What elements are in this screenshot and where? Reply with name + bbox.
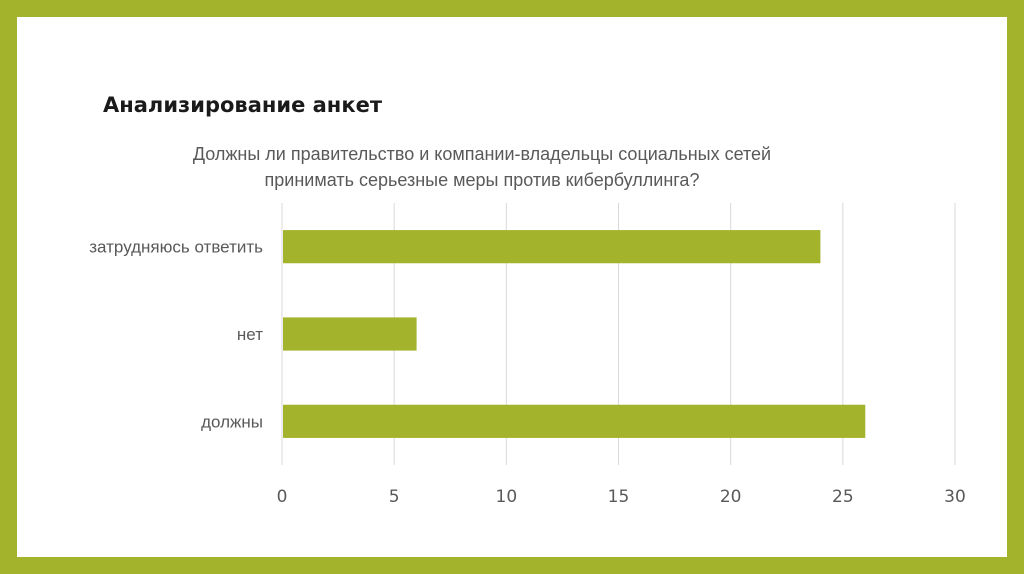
slide-heading: Анализирование анкет <box>103 93 382 117</box>
category-label-0: затрудняюсь ответить <box>89 238 263 257</box>
bar-chart: затрудняюсь ответить нет должны 0 5 10 15 20 25 3… <box>89 203 966 507</box>
category-label-2: должны <box>201 412 263 431</box>
bar-1 <box>283 317 417 351</box>
chart-title-line-2: принимать серьезные меры против кибербул… <box>264 170 700 190</box>
chart-title: Должны ли правительство и компании-владе… <box>137 141 827 193</box>
x-tick-label-4: 20 <box>720 487 742 507</box>
bar-0 <box>283 230 821 264</box>
x-tick-label-6: 30 <box>944 487 966 507</box>
x-tick-label-0: 0 <box>277 487 288 507</box>
x-tick-label-5: 25 <box>832 487 854 507</box>
category-label-1: нет <box>237 325 263 344</box>
x-tick-label-3: 15 <box>608 487 630 507</box>
x-tick-label-2: 10 <box>496 487 518 507</box>
x-tick-label-1: 5 <box>389 487 400 507</box>
slide-canvas: Анализирование анкет Должны ли правитель… <box>17 17 1007 557</box>
chart-title-line-1: Должны ли правительство и компании-владе… <box>192 144 772 164</box>
bar-2 <box>283 404 866 438</box>
